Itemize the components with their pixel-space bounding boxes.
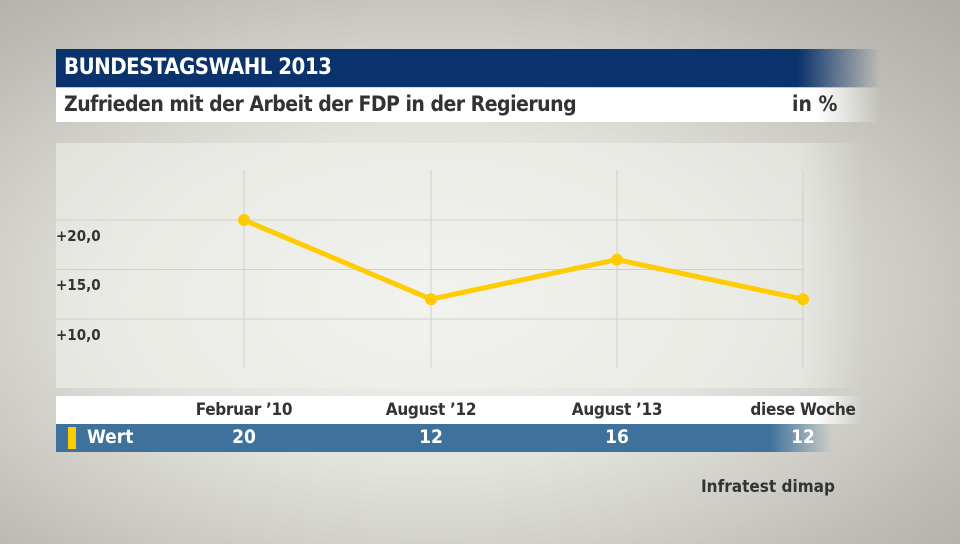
y-tick-label: +20,0 (56, 227, 101, 245)
data-label: 12 (791, 426, 815, 448)
source-label: Infratest dimap (701, 477, 835, 497)
data-label: 16 (605, 426, 629, 448)
category-label: Februar ’10 (195, 400, 293, 420)
data-point (425, 293, 437, 306)
series-line (243, 217, 804, 302)
category-label: August ’12 (385, 400, 477, 420)
plot-area (56, 143, 862, 388)
category-row: Februar ’10 August ’12 August ’13 diese … (56, 396, 862, 424)
data-point (797, 293, 809, 306)
chart-subtitle: Zufrieden mit der Arbeit der FDP in der … (64, 92, 577, 116)
y-tick-label: +15,0 (56, 276, 101, 294)
unit-label: in % (792, 92, 838, 116)
header-bar: BUNDESTAGSWAHL 2013 (56, 49, 880, 87)
y-tick-label: +10,0 (56, 326, 101, 344)
value-row: Wert 20 12 16 12 (56, 424, 832, 452)
subtitle-bar: Zufrieden mit der Arbeit der FDP in der … (56, 88, 880, 122)
data-point (611, 253, 623, 266)
data-label: 12 (419, 426, 443, 448)
legend-swatch (68, 427, 76, 449)
chart-title: BUNDESTAGSWAHL 2013 (64, 55, 332, 80)
data-label: 20 (232, 426, 256, 448)
category-label: diese Woche (750, 400, 856, 420)
category-label: August ’13 (571, 400, 663, 420)
data-point (238, 214, 250, 226)
series-name: Wert (87, 426, 134, 448)
